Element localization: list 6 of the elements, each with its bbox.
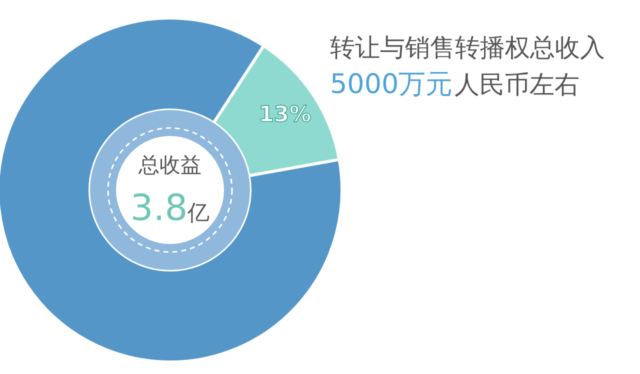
data-label: 13% — [258, 102, 312, 128]
text: 5000万元 — [330, 69, 453, 100]
text: 人民币左右 — [454, 70, 580, 99]
text: 3.8亿 — [130, 188, 210, 229]
text: 总收益 — [138, 153, 202, 177]
text: 转让与销售转播权总收入 — [330, 33, 605, 62]
